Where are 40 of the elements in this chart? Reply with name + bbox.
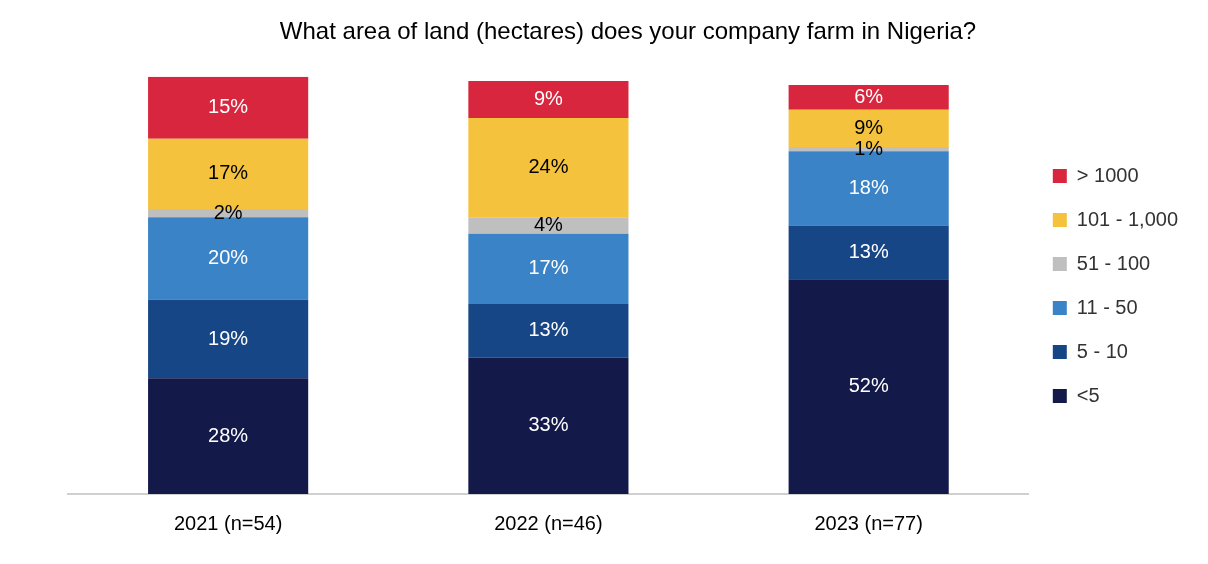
x-tick-label: 2022 (n=46) [494,511,603,534]
x-tick-label: 2021 (n=54) [173,511,283,534]
bar [148,299,309,379]
data-label: 15% [208,95,249,118]
data-label: 19% [208,326,249,349]
bar [148,378,309,494]
data-label: 17% [528,256,569,279]
bar [468,233,629,304]
data-label: 18% [848,175,889,198]
bar [468,303,629,358]
legend-label: 5 - 10 [1076,339,1128,362]
data-label: 13% [528,318,569,341]
legend-label: > 1000 [1076,163,1139,186]
chart-title: What area of land (hectares) does your company farm in Nigeria? [279,17,977,45]
data-label: 52% [848,374,889,397]
data-label: 28% [208,423,249,446]
bar [788,85,949,110]
data-label: 9% [854,115,884,138]
legend-label: 11 - 50 [1076,295,1138,318]
data-label: 24% [528,155,569,178]
data-label: 1% [854,136,884,159]
bar [148,76,309,139]
data-label: 20% [208,246,249,269]
bar [468,357,629,494]
legend-label: <5 [1076,383,1100,406]
bar [468,118,629,218]
x-tick-label: 2023 (n=77) [814,511,923,534]
data-label: 6% [854,84,884,107]
bar [788,225,949,280]
legend-label: 51 - 100 [1076,251,1151,274]
data-label: 17% [208,161,249,184]
data-label: 9% [533,87,564,110]
bar [468,80,629,119]
data-label: 33% [528,413,569,436]
data-label: 4% [533,213,564,236]
data-label: 13% [848,239,889,262]
bar [468,217,629,234]
bar [148,217,309,300]
legend-label: 101 - 1,000 [1076,207,1179,230]
bar [788,279,949,494]
